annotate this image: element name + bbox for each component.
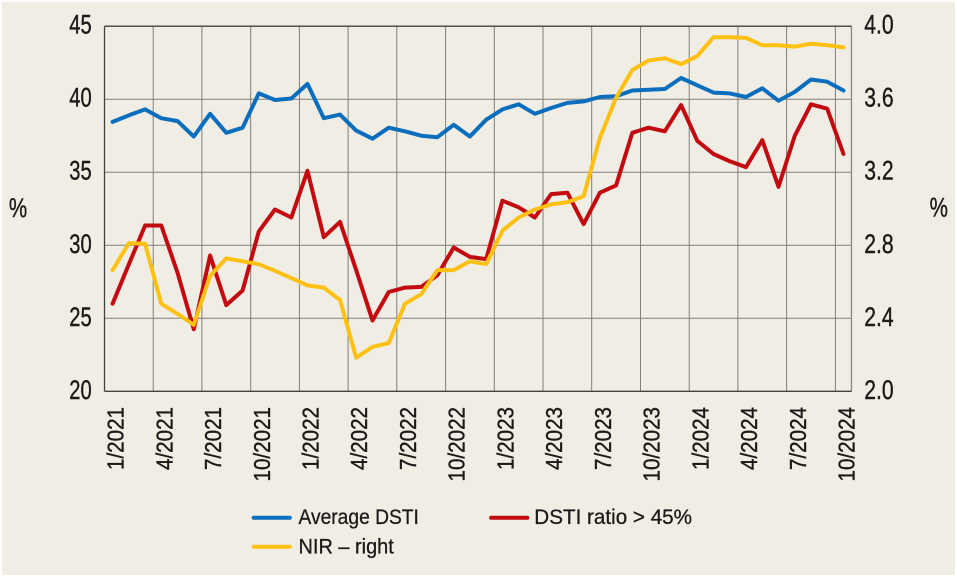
svg-text:%: % — [9, 193, 27, 223]
svg-text:Average DSTI: Average DSTI — [299, 506, 419, 529]
svg-text:1/2021: 1/2021 — [103, 407, 129, 470]
svg-text:10/2023: 10/2023 — [639, 407, 665, 482]
svg-text:7/2023: 7/2023 — [590, 407, 616, 470]
svg-text:30: 30 — [69, 229, 91, 259]
svg-text:10/2022: 10/2022 — [444, 407, 470, 482]
svg-text:1/2023: 1/2023 — [492, 407, 518, 470]
svg-text:DSTI ratio > 45%: DSTI ratio > 45% — [534, 506, 692, 529]
svg-text:35: 35 — [69, 156, 91, 186]
svg-text:7/2022: 7/2022 — [395, 407, 421, 470]
svg-text:2.8: 2.8 — [864, 229, 893, 259]
svg-text:4/2021: 4/2021 — [151, 407, 177, 470]
svg-text:40: 40 — [69, 83, 91, 113]
svg-text:7/2024: 7/2024 — [785, 407, 811, 470]
svg-text:1/2024: 1/2024 — [687, 407, 713, 470]
svg-text:1/2022: 1/2022 — [298, 407, 324, 470]
svg-text:25: 25 — [69, 302, 91, 332]
svg-text:NIR – right: NIR – right — [299, 535, 394, 558]
svg-text:10/2021: 10/2021 — [249, 407, 275, 482]
svg-text:4/2023: 4/2023 — [541, 407, 567, 470]
svg-text:2.0: 2.0 — [864, 375, 893, 405]
svg-text:3.6: 3.6 — [864, 83, 893, 113]
svg-text:%: % — [930, 193, 948, 223]
svg-text:4/2024: 4/2024 — [736, 407, 762, 470]
svg-text:3.2: 3.2 — [864, 156, 893, 186]
svg-text:45: 45 — [69, 10, 91, 40]
svg-text:7/2021: 7/2021 — [200, 407, 226, 470]
svg-text:20: 20 — [69, 375, 91, 405]
svg-text:4.0: 4.0 — [864, 10, 893, 40]
svg-text:4/2022: 4/2022 — [346, 407, 372, 470]
svg-text:10/2024: 10/2024 — [834, 407, 860, 482]
svg-text:2.4: 2.4 — [864, 302, 893, 332]
